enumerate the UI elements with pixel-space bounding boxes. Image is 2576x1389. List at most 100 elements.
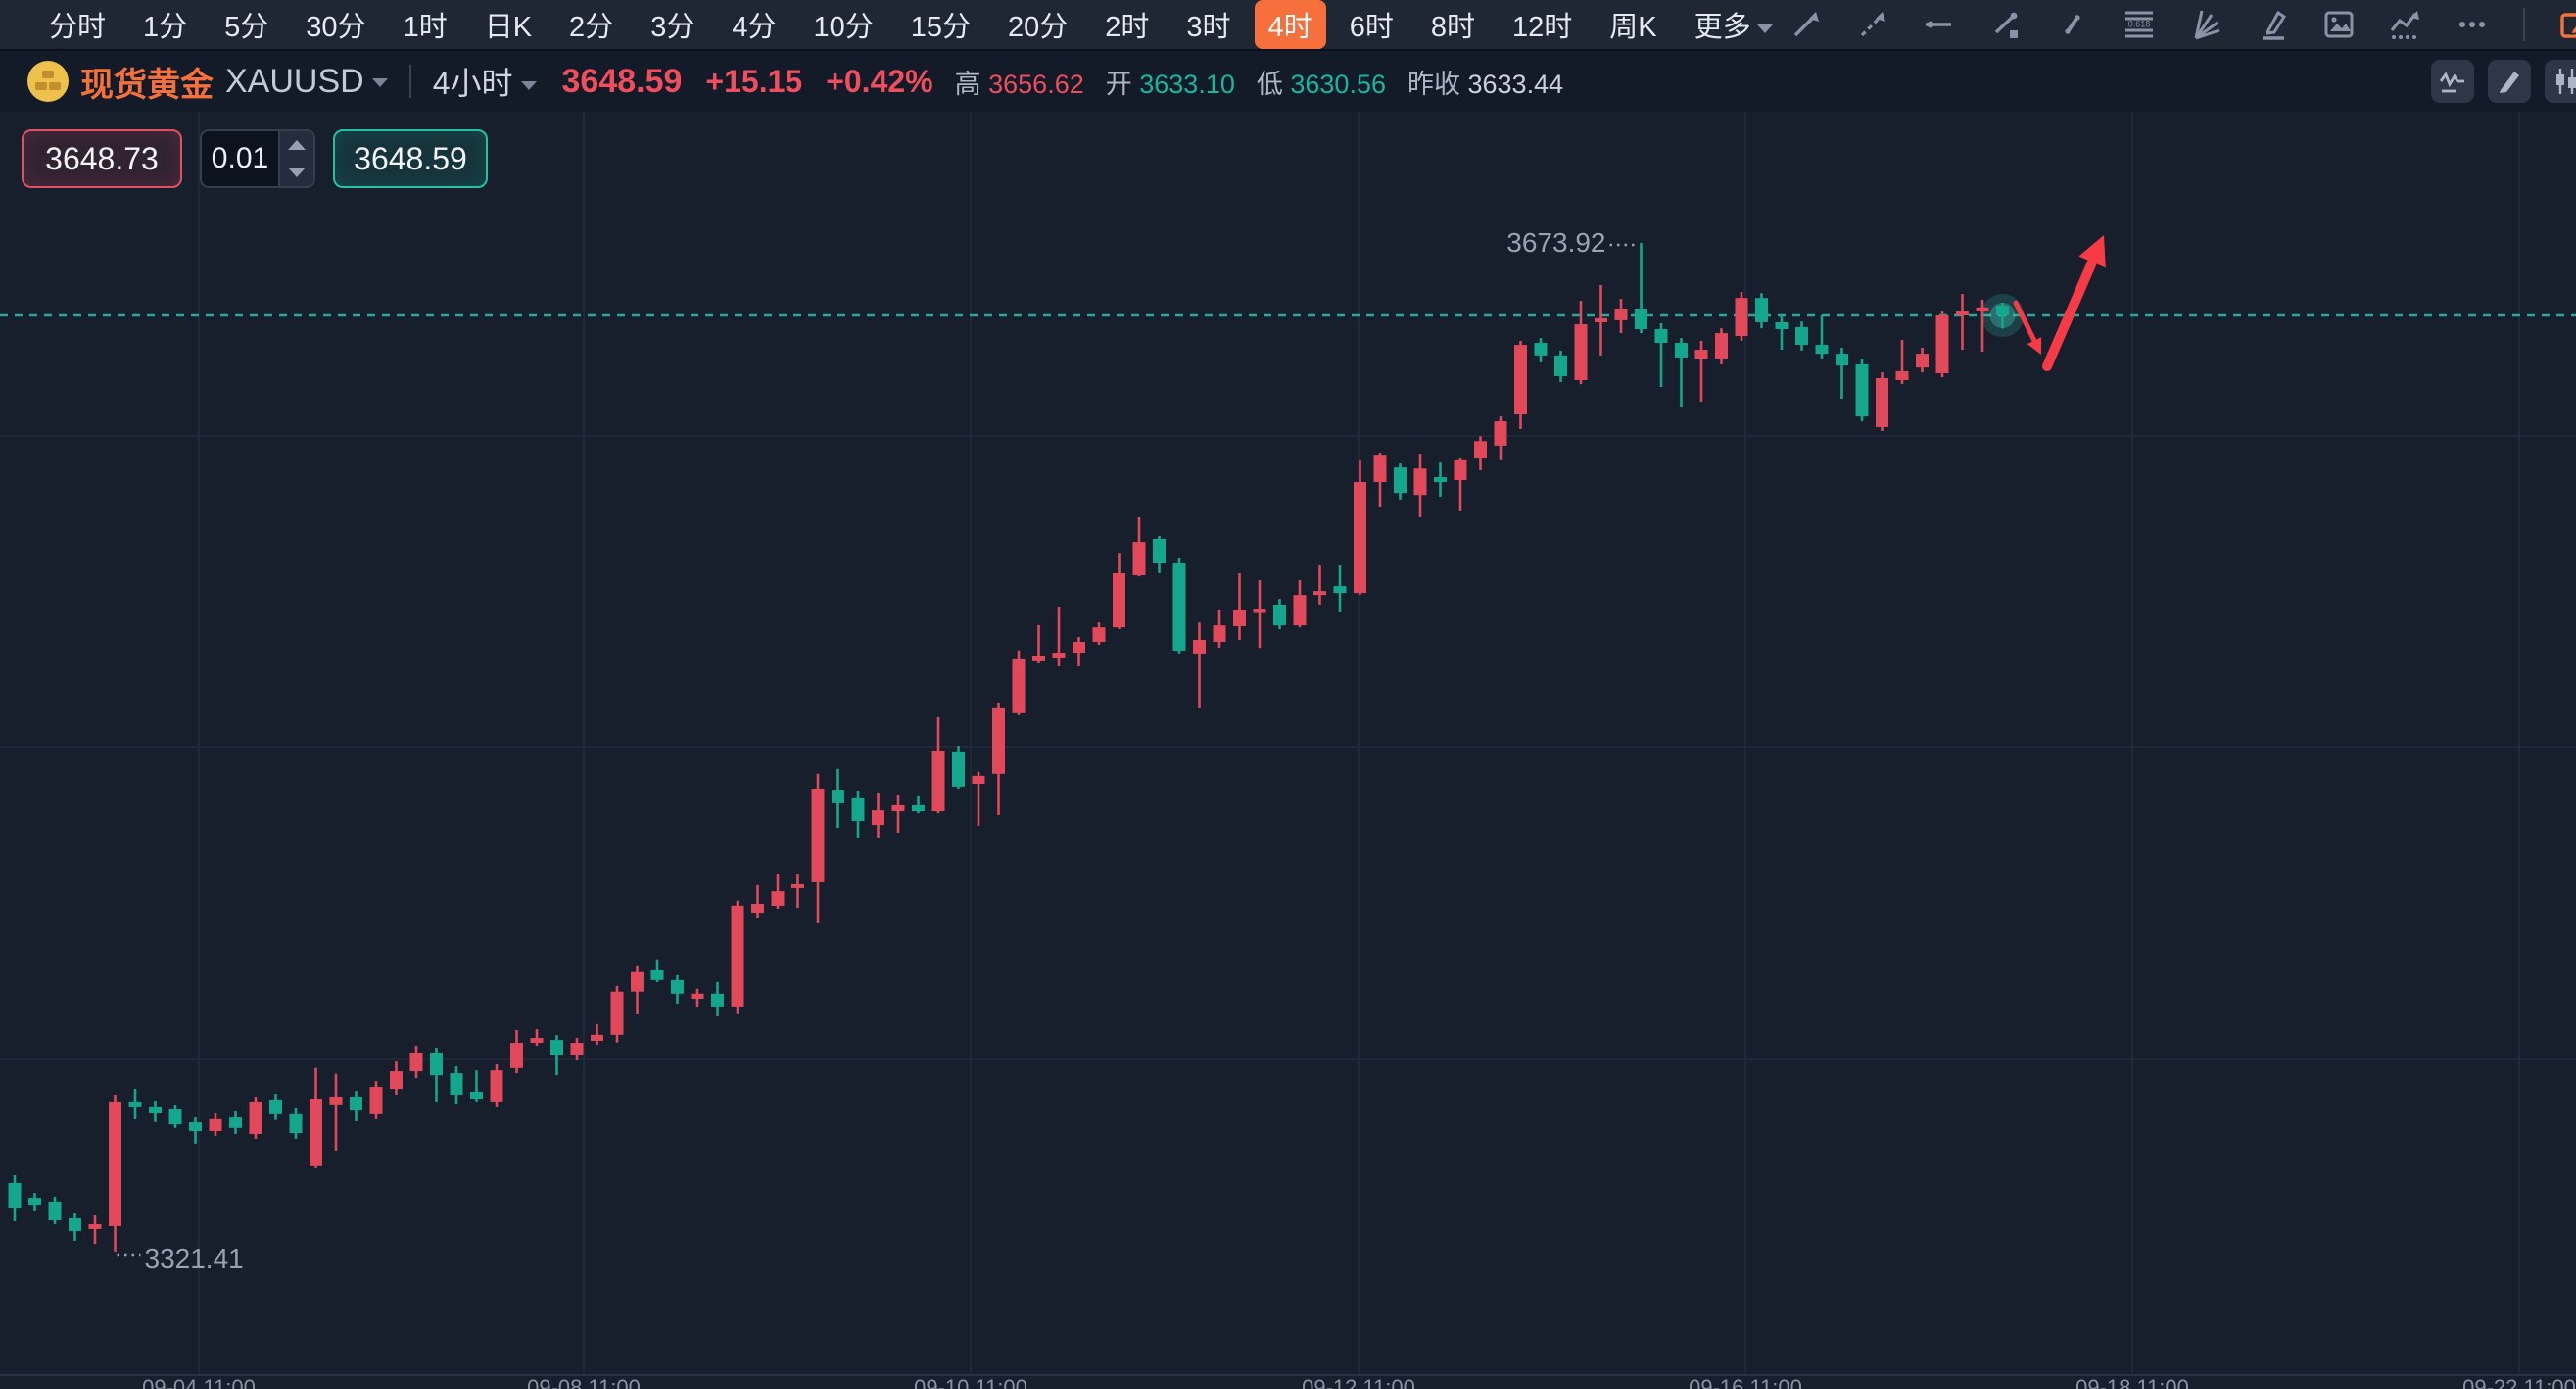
candle-body[interactable] (1514, 345, 1527, 415)
candle-body[interactable] (1916, 354, 1929, 368)
timeframe-button-周K[interactable]: 周K (1596, 0, 1670, 49)
candle-body[interactable] (1554, 355, 1567, 376)
candle-body[interactable] (931, 750, 945, 812)
trend-arrow-icon[interactable] (1787, 5, 1826, 44)
candle-body[interactable] (631, 971, 644, 992)
timeframe-button-20分[interactable]: 20分 (994, 0, 1081, 49)
candle-body[interactable] (1132, 542, 1146, 575)
timeframe-button-2时[interactable]: 2时 (1091, 0, 1163, 49)
candle-body[interactable] (912, 804, 925, 812)
candle-body[interactable] (530, 1038, 544, 1044)
candle-body[interactable] (952, 751, 965, 787)
candle-body[interactable] (1795, 326, 1808, 346)
candle-body[interactable] (1193, 640, 1206, 654)
timeframe-button-10分[interactable]: 10分 (799, 0, 886, 49)
indicator-wave-icon[interactable] (2431, 60, 2474, 103)
candle-body[interactable] (289, 1113, 303, 1134)
timeframe-button-2分[interactable]: 2分 (555, 0, 627, 49)
candle-body[interactable] (1735, 298, 1748, 337)
candle-body[interactable] (1855, 363, 1869, 417)
image-icon[interactable] (2319, 5, 2359, 44)
candle-body[interactable] (1394, 467, 1407, 494)
candle-body[interactable] (711, 993, 724, 1007)
candle-body[interactable] (1454, 459, 1467, 480)
fibonacci-icon[interactable]: 0.618 (2120, 5, 2159, 44)
timeframe-button-30分[interactable]: 30分 (292, 0, 379, 49)
candle-body[interactable] (350, 1096, 362, 1111)
candle-body[interactable] (470, 1091, 483, 1099)
candle-body[interactable] (1092, 627, 1106, 643)
candle-body[interactable] (1213, 625, 1226, 643)
marker-pen-icon[interactable] (2253, 5, 2292, 44)
candle-body[interactable] (691, 993, 704, 1000)
angle-line-icon[interactable] (1986, 5, 2026, 44)
candle-body[interactable] (650, 969, 664, 980)
candle-body[interactable] (1956, 311, 1969, 315)
candle-body[interactable] (891, 804, 905, 812)
candle-body[interactable] (1052, 653, 1066, 659)
candle-body[interactable] (8, 1182, 22, 1209)
candle-body[interactable] (430, 1052, 443, 1076)
candle-body[interactable] (1354, 482, 1366, 594)
candle-body[interactable] (1614, 308, 1628, 320)
candle-body[interactable] (209, 1118, 222, 1132)
candle-body[interactable] (1373, 455, 1387, 483)
candle-body[interactable] (390, 1071, 403, 1090)
candle-body[interactable] (1273, 604, 1286, 626)
candle-body[interactable] (610, 991, 624, 1035)
candle-body[interactable] (771, 891, 785, 907)
candle-body[interactable] (791, 883, 804, 888)
ellipsis-icon[interactable] (2453, 5, 2492, 44)
candle-body[interactable] (671, 979, 684, 994)
timeframe-button-12时[interactable]: 12时 (1499, 0, 1586, 49)
candle-body[interactable] (1996, 306, 2009, 316)
quantity-decrease-button[interactable] (280, 159, 313, 186)
sell-button[interactable]: 3648.73 (22, 129, 182, 188)
timeframe-button-日K[interactable]: 日K (471, 0, 546, 49)
candle-body[interactable] (490, 1070, 503, 1102)
candle-body[interactable] (811, 788, 825, 882)
candle-body[interactable] (1815, 345, 1829, 355)
candle-body[interactable] (751, 904, 764, 914)
candle-body[interactable] (1595, 317, 1607, 322)
timeframe-button-15分[interactable]: 15分 (897, 0, 984, 49)
candle-body[interactable] (992, 707, 1005, 774)
candle-body[interactable] (591, 1034, 603, 1041)
candle-body[interactable] (149, 1106, 162, 1114)
candle-body[interactable] (510, 1043, 523, 1068)
candle-body[interactable] (1073, 642, 1085, 654)
timeframe-button-8时[interactable]: 8时 (1417, 0, 1489, 49)
candle-body[interactable] (189, 1122, 202, 1132)
horizontal-line-icon[interactable] (1920, 5, 1959, 44)
segment-icon[interactable] (2053, 5, 2092, 44)
candle-body[interactable] (1836, 354, 1848, 366)
candle-body[interactable] (1233, 609, 1246, 627)
quantity-value[interactable]: 0.01 (211, 142, 269, 174)
candle-body[interactable] (1494, 421, 1507, 446)
candle-body[interactable] (1474, 441, 1487, 459)
candle-body[interactable] (1012, 658, 1026, 713)
candle-body[interactable] (69, 1217, 81, 1231)
timeframe-button-1时[interactable]: 1时 (390, 0, 461, 49)
timeframe-button-3时[interactable]: 3时 (1172, 0, 1244, 49)
instrument-symbol-dropdown[interactable]: XAUUSD (225, 63, 388, 101)
candle-body[interactable] (229, 1117, 242, 1128)
timeframe-button-6时[interactable]: 6时 (1336, 0, 1407, 49)
candle-body[interactable] (972, 775, 985, 785)
quantity-increase-button[interactable] (280, 131, 313, 159)
candle-body[interactable] (1172, 563, 1186, 652)
candle-body[interactable] (832, 790, 844, 803)
edit-pencil-icon[interactable] (2488, 60, 2531, 103)
candle-body[interactable] (1153, 538, 1166, 564)
candle-body[interactable] (269, 1099, 282, 1114)
candle-body[interactable] (1032, 655, 1045, 661)
candle-body[interactable] (1253, 609, 1266, 613)
candlestick-icon[interactable] (2545, 60, 2576, 103)
candle-body[interactable] (329, 1096, 343, 1105)
candle-body[interactable] (570, 1043, 584, 1056)
candle-body[interactable] (1976, 307, 1989, 311)
timeframe-button-4分[interactable]: 4分 (718, 0, 789, 49)
candle-body[interactable] (28, 1198, 41, 1206)
candle-body[interactable] (872, 810, 884, 826)
